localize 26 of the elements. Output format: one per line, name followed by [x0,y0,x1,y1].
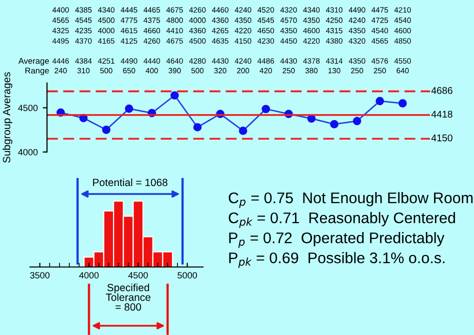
text: P$_{p}$ = 0.72 Operated Predictably [229,232,444,248]
x-tick-label: 4500 [128,272,148,278]
point [193,123,202,132]
point [398,99,407,108]
text: P$_{pk}$ = 0.69 Possible 3.1% o.o.s. [229,252,444,268]
text: Potential = 1068 [93,178,168,186]
point [238,126,248,135]
x-tick-label: 5000 [178,272,197,278]
ref-line-label: 4686 [431,87,452,94]
point [330,120,338,128]
point [376,96,384,106]
text: Range [25,68,49,76]
point [262,104,270,114]
point [170,91,179,100]
text: Specified Tolerance = 800 [106,284,150,311]
point [124,104,134,113]
text: Average [18,58,49,66]
ref-line-label: 4150 [431,134,452,142]
y-axis-title: Subgroup Averages [2,72,12,163]
x-tick-label: 4000 [79,272,99,278]
text: C$_{pk}$ = 0.71 Reasonably Centered [228,212,456,228]
point [102,126,110,134]
x-tick-label: 3500 [30,272,50,278]
point [352,116,362,126]
ref-line-label: 4418 [431,110,452,118]
text: C$_{p}$ = 0.75 Not Enough Elbow Room [228,192,473,208]
